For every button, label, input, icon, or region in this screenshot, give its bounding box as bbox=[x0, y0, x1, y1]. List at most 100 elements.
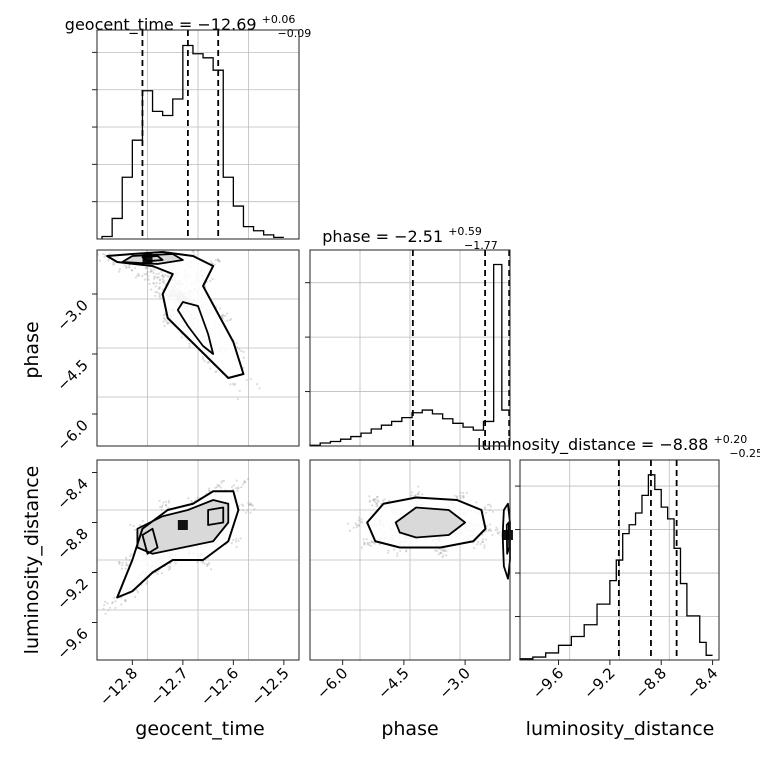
sample-point bbox=[128, 559, 131, 562]
sample-point bbox=[161, 275, 164, 278]
histogram-step bbox=[309, 263, 510, 446]
sample-point bbox=[387, 499, 391, 502]
sample-point bbox=[118, 562, 121, 566]
sample-point bbox=[146, 267, 149, 270]
sample-point bbox=[476, 543, 479, 546]
sample-point bbox=[483, 546, 486, 549]
sample-point bbox=[196, 560, 199, 564]
sample-point bbox=[220, 315, 223, 318]
sample-point bbox=[145, 582, 148, 585]
sample-point bbox=[143, 278, 147, 281]
sample-point bbox=[136, 591, 139, 594]
sample-point bbox=[159, 296, 162, 299]
sample-point bbox=[157, 276, 160, 279]
sample-point bbox=[375, 504, 378, 508]
sample-point bbox=[488, 508, 491, 512]
sample-point bbox=[248, 503, 251, 506]
sample-point bbox=[362, 541, 366, 544]
sample-point bbox=[473, 546, 476, 550]
sample-point bbox=[124, 600, 127, 603]
sample-point bbox=[136, 274, 139, 277]
sample-point bbox=[417, 485, 420, 488]
sample-point bbox=[218, 484, 221, 487]
sample-point bbox=[488, 503, 491, 506]
sample-point bbox=[156, 276, 159, 279]
sample-point bbox=[462, 491, 465, 495]
sample-point bbox=[498, 530, 501, 534]
sample-point bbox=[434, 549, 437, 552]
sample-point bbox=[489, 529, 493, 532]
sample-point bbox=[396, 552, 399, 555]
sample-point bbox=[120, 596, 123, 599]
sample-point bbox=[484, 538, 488, 541]
y-axis-label-phase: phase bbox=[21, 321, 43, 378]
sample-point bbox=[133, 528, 137, 531]
contour-line bbox=[116, 490, 240, 599]
sample-point bbox=[196, 496, 199, 499]
sample-point bbox=[362, 543, 366, 546]
sample-point bbox=[368, 499, 372, 502]
sample-point bbox=[354, 522, 357, 525]
axes-frame bbox=[96, 29, 300, 240]
sample-point bbox=[164, 273, 167, 277]
sample-point bbox=[494, 528, 497, 532]
sample-point bbox=[125, 265, 128, 268]
sample-point bbox=[491, 533, 494, 537]
sample-point bbox=[160, 508, 163, 512]
sample-point bbox=[207, 563, 210, 566]
sample-point bbox=[491, 510, 494, 513]
sample-point bbox=[104, 612, 107, 615]
sample-point bbox=[153, 275, 156, 278]
sample-point bbox=[396, 554, 399, 557]
sample-point bbox=[443, 550, 446, 553]
sample-point bbox=[150, 288, 153, 291]
sample-point bbox=[118, 270, 121, 273]
sample-point bbox=[360, 518, 363, 521]
sample-point bbox=[217, 259, 220, 262]
sample-point bbox=[235, 537, 238, 541]
sample-point bbox=[114, 606, 117, 610]
histogram-step bbox=[519, 474, 713, 660]
sample-point bbox=[414, 494, 417, 497]
sample-point bbox=[219, 486, 222, 489]
sample-point bbox=[249, 503, 252, 506]
phase-vs-luminosity-distance-panel bbox=[309, 459, 513, 661]
contour-line bbox=[501, 502, 511, 580]
sample-point bbox=[242, 366, 245, 369]
sample-point bbox=[117, 561, 120, 564]
sample-point bbox=[113, 262, 116, 265]
sample-point bbox=[381, 499, 385, 502]
sample-point bbox=[155, 291, 159, 294]
sample-point bbox=[237, 486, 240, 489]
sample-point bbox=[484, 511, 488, 514]
sample-point bbox=[374, 500, 377, 504]
sample-point bbox=[145, 272, 149, 275]
sample-point bbox=[160, 572, 163, 575]
sample-point bbox=[125, 558, 128, 561]
sample-point bbox=[485, 525, 488, 528]
sample-point bbox=[151, 270, 154, 273]
sample-point bbox=[230, 317, 233, 321]
sample-point bbox=[496, 531, 499, 534]
sample-point bbox=[180, 336, 184, 339]
sample-point bbox=[148, 282, 151, 285]
sample-point bbox=[167, 275, 170, 278]
sample-point bbox=[442, 549, 445, 553]
sample-point bbox=[214, 370, 217, 374]
sample-point bbox=[236, 490, 239, 493]
density-peak bbox=[142, 253, 153, 263]
sample-point bbox=[158, 292, 161, 295]
sample-point bbox=[225, 312, 229, 315]
sample-point bbox=[123, 599, 127, 602]
sample-point bbox=[209, 279, 212, 283]
sample-point bbox=[497, 532, 500, 535]
sample-point bbox=[128, 266, 131, 269]
sample-point bbox=[481, 540, 484, 544]
sample-point bbox=[111, 601, 114, 604]
sample-point bbox=[421, 493, 424, 496]
sample-point bbox=[417, 490, 421, 494]
sample-point bbox=[137, 272, 140, 276]
sample-point bbox=[158, 282, 161, 285]
sample-point bbox=[111, 602, 114, 605]
